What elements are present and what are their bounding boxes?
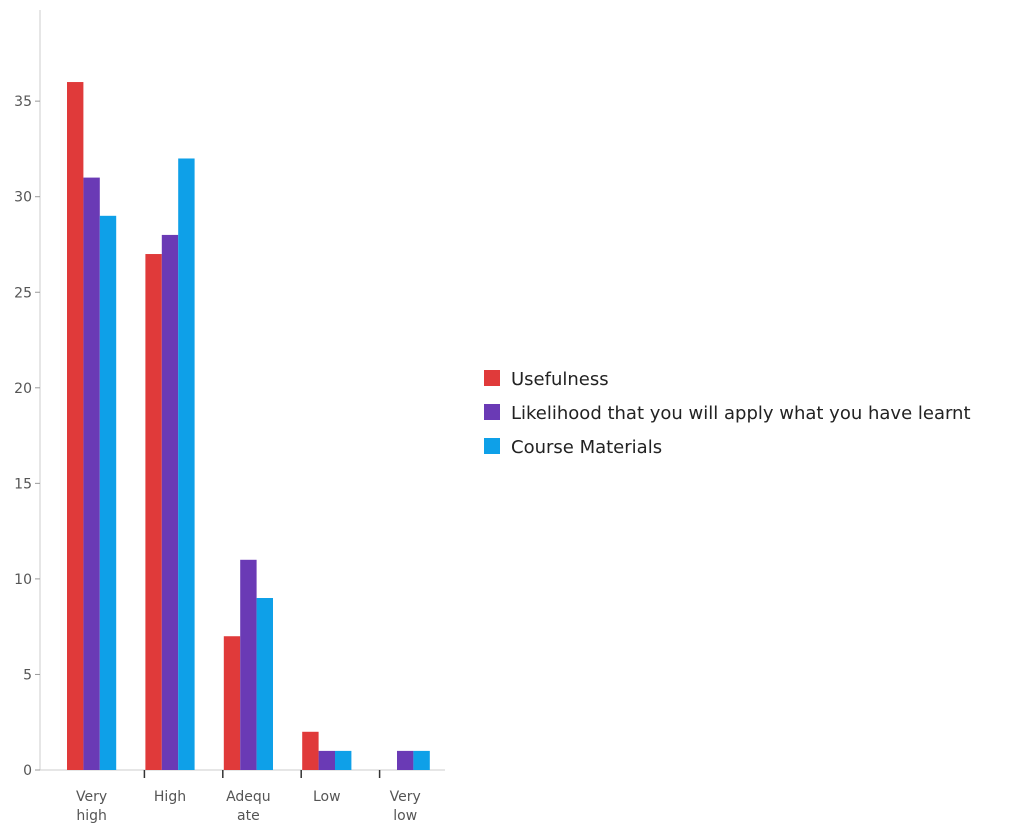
x-tick-label-line: Adequ bbox=[226, 789, 271, 805]
bar-course-2[interactable] bbox=[256, 598, 273, 770]
bar-usefulness-3[interactable] bbox=[302, 731, 319, 770]
bar-usefulness-0[interactable] bbox=[67, 82, 84, 771]
x-tick-label-line: high bbox=[76, 808, 107, 824]
legend-label: Course Materials bbox=[511, 437, 662, 458]
bar-likelihood-2[interactable] bbox=[240, 559, 257, 770]
bar-usefulness-2[interactable] bbox=[223, 636, 241, 770]
x-tick-label-line: low bbox=[393, 808, 417, 824]
x-tick-label: Low bbox=[313, 789, 341, 805]
y-tick-label: 30 bbox=[14, 190, 32, 206]
x-tick-label-line: ate bbox=[237, 808, 260, 824]
axes: 0 5 10 15 20 25 30 35 Very high High Adequ ate Low Ver… bbox=[14, 10, 445, 824]
x-tick-label: High bbox=[154, 789, 186, 805]
x-tick-label: Very low bbox=[390, 789, 421, 824]
y-tick-label: 5 bbox=[23, 667, 32, 683]
legend: Usefulness Likelihood that you will apply… bbox=[484, 369, 971, 458]
x-tick-label-line: Low bbox=[313, 789, 341, 805]
x-tick-label: Very high bbox=[76, 789, 107, 824]
x-tick-label-line: Very bbox=[76, 789, 107, 805]
y-tick-label: 20 bbox=[14, 381, 32, 397]
bar-course-1[interactable] bbox=[178, 158, 195, 771]
bar-course-3[interactable] bbox=[335, 750, 352, 770]
legend-swatch bbox=[484, 438, 500, 454]
legend-label: Usefulness bbox=[511, 369, 609, 390]
x-tick-label: Adequ ate bbox=[226, 789, 271, 824]
y-tick-label: 15 bbox=[14, 476, 32, 492]
y-tick-label: 10 bbox=[14, 572, 32, 588]
bars bbox=[67, 82, 430, 771]
bar-likelihood-4[interactable] bbox=[397, 750, 414, 770]
x-tick-label-line: High bbox=[154, 789, 186, 805]
y-tick-label: 35 bbox=[14, 94, 32, 110]
y-tick-label: 25 bbox=[14, 285, 32, 301]
bar-course-4[interactable] bbox=[413, 750, 430, 770]
bar-course-0[interactable] bbox=[99, 215, 117, 770]
bar-likelihood-1[interactable] bbox=[161, 234, 179, 771]
bar-likelihood-0[interactable] bbox=[83, 177, 100, 771]
bar-likelihood-3[interactable] bbox=[318, 750, 335, 770]
legend-swatch bbox=[484, 404, 500, 420]
bar-usefulness-1[interactable] bbox=[145, 254, 162, 770]
y-tick-label: 0 bbox=[23, 763, 32, 779]
legend-label: Likelihood that you will apply what you … bbox=[511, 403, 971, 424]
x-tick-label-line: Very bbox=[390, 789, 421, 805]
legend-swatch bbox=[484, 370, 500, 386]
